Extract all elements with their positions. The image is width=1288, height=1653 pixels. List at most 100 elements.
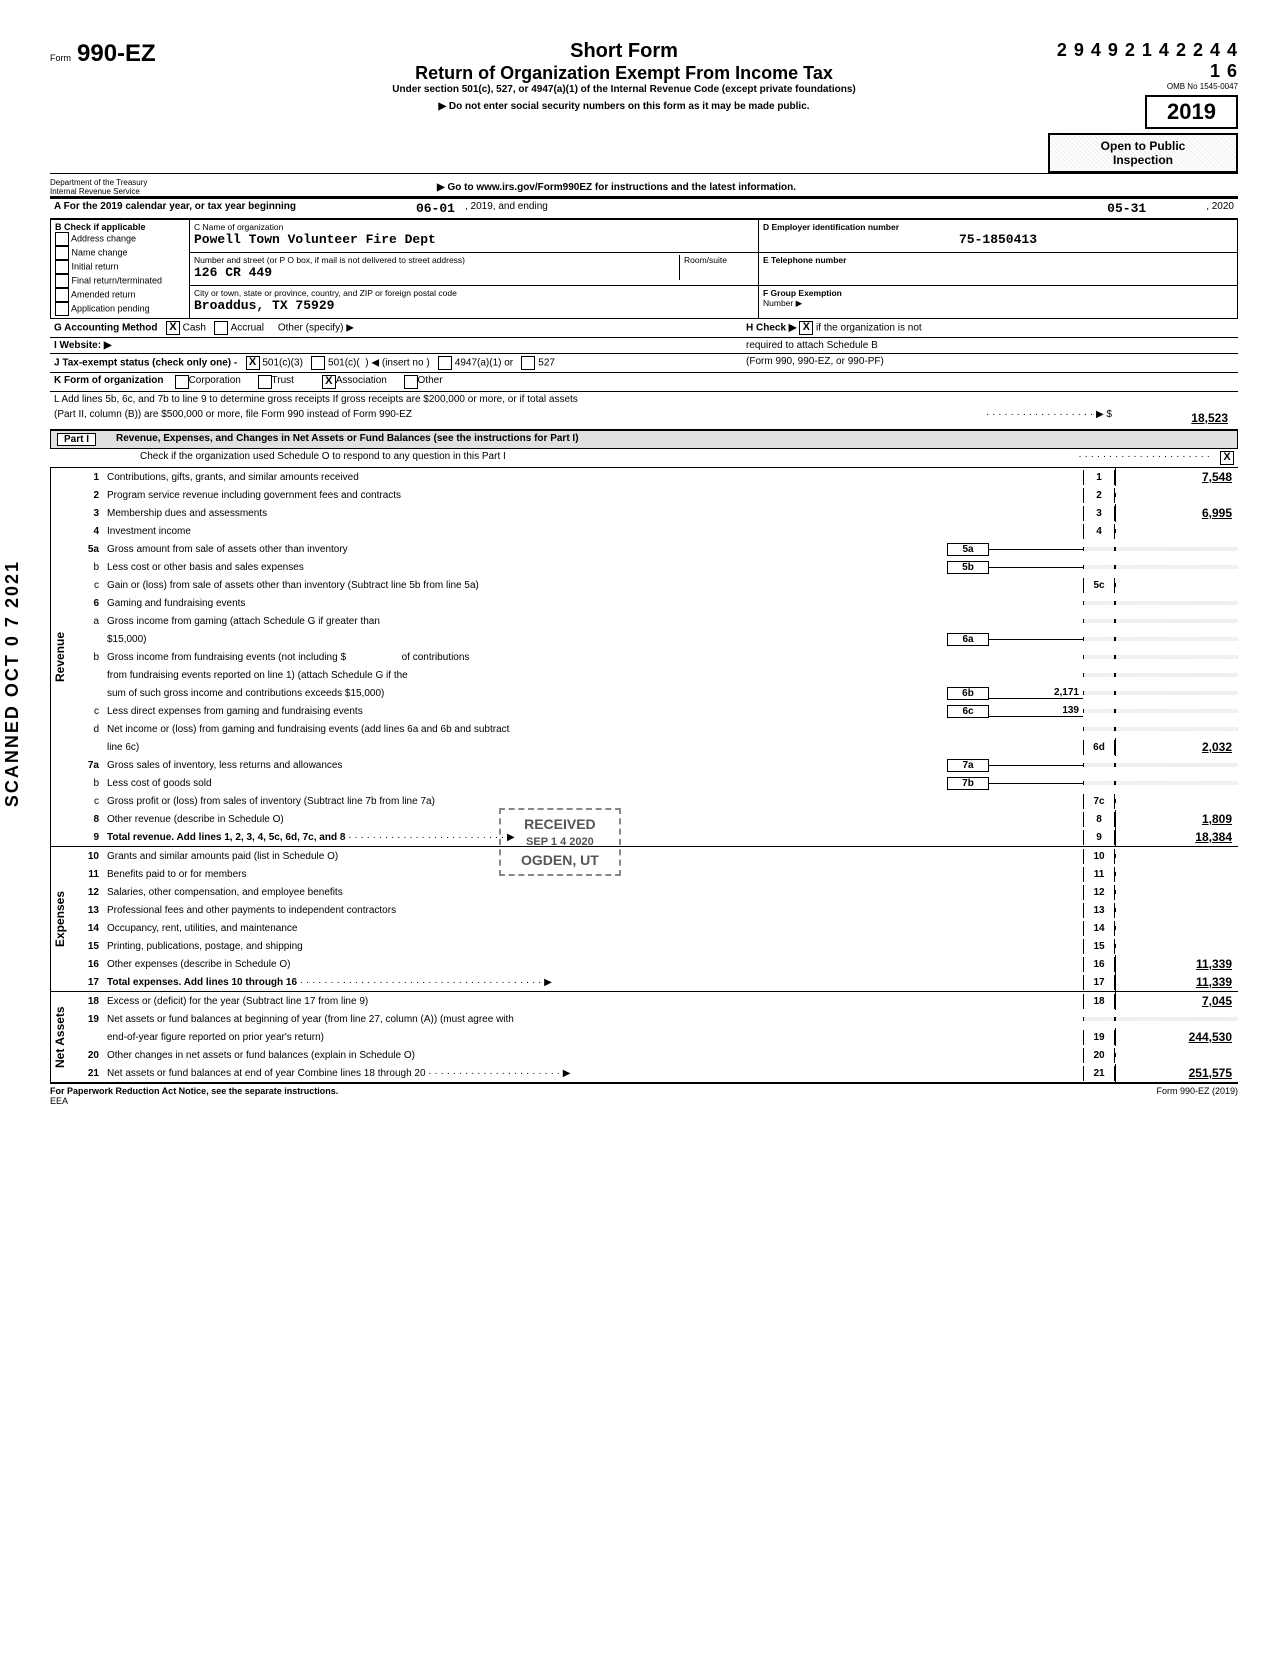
line-6-text: Gaming and fundraising events xyxy=(107,598,1083,609)
form-number: 990-EZ xyxy=(77,40,156,68)
line-l-dots: · · · · · · · · · · · · · · · · · · ▶ $ xyxy=(986,409,1112,427)
mid-6a-val xyxy=(989,639,1083,640)
line-h-text3: (Form 990, 990-EZ, or 990-PF) xyxy=(746,356,1234,370)
line-19-text: Net assets or fund balances at beginning… xyxy=(107,1014,1083,1025)
line-3-val: 6,995 xyxy=(1115,504,1238,522)
stamp-number: 2 9 4 9 2 1 4 2 2 4 4 1 6 xyxy=(1048,40,1238,82)
part-1-check-line: Check if the organization used Schedule … xyxy=(140,451,506,465)
line-12-val xyxy=(1115,890,1238,894)
chk-4947[interactable] xyxy=(438,356,452,370)
revenue-section-label: Revenue xyxy=(50,468,69,846)
accrual-label: Accrual xyxy=(231,323,264,334)
line-6d-val: 2,032 xyxy=(1115,738,1238,756)
line-4-val xyxy=(1115,529,1238,533)
chk-527[interactable] xyxy=(521,356,535,370)
mid-6a: 6a xyxy=(947,633,989,646)
block-f-label2: Number ▶ xyxy=(763,298,1233,309)
opt-trust: Trust xyxy=(272,375,294,389)
line-5c-val xyxy=(1115,583,1238,587)
chk-schedule-o[interactable]: X xyxy=(1220,451,1234,465)
line-3-text: Membership dues and assessments xyxy=(107,508,1083,519)
chk-final[interactable] xyxy=(55,274,69,288)
chk-initial-label: Initial return xyxy=(72,261,119,271)
line-13-text: Professional fees and other payments to … xyxy=(107,905,1083,916)
dept1: Department of the Treasury xyxy=(50,178,185,187)
city-state-zip: Broaddus, TX 75929 xyxy=(194,298,754,313)
block-d-label: D Employer identification number xyxy=(763,222,1233,232)
mid-5a: 5a xyxy=(947,543,989,556)
open-public-1: Open to Public xyxy=(1056,139,1230,153)
footer-eea: EEA xyxy=(50,1096,68,1106)
info-block: B Check if applicable Address change Nam… xyxy=(50,219,1238,319)
open-public-box: Open to Public Inspection xyxy=(1048,133,1238,173)
chk-trust[interactable] xyxy=(258,375,272,389)
line-5c-text: Gain or (loss) from sale of assets other… xyxy=(107,580,1083,591)
line-5a-text: Gross amount from sale of assets other t… xyxy=(107,544,947,555)
main-title: Return of Organization Exempt From Incom… xyxy=(200,63,1048,84)
dept2: Internal Revenue Service xyxy=(50,187,185,196)
line-15-text: Printing, publications, postage, and shi… xyxy=(107,941,1083,952)
short-form-title: Short Form xyxy=(200,40,1048,63)
chk-corp[interactable] xyxy=(175,375,189,389)
cash-label: Cash xyxy=(183,323,206,334)
mid-7b: 7b xyxy=(947,777,989,790)
line-18-text: Excess or (deficit) for the year (Subtra… xyxy=(107,996,1083,1007)
chk-cash[interactable]: X xyxy=(166,321,180,335)
footer-right: Form 990-EZ (2019) xyxy=(1156,1086,1238,1106)
city-label: City or town, state or province, country… xyxy=(194,288,754,298)
chk-assoc[interactable]: X xyxy=(322,375,336,389)
dept-treasury: Department of the Treasury Internal Reve… xyxy=(50,174,185,196)
line-17-text: Total expenses. Add lines 10 through 16 xyxy=(107,977,297,988)
footer: For Paperwork Reduction Act Notice, see … xyxy=(50,1082,1238,1106)
line-11-val xyxy=(1115,872,1238,876)
mid-7a-val xyxy=(989,765,1083,766)
opt-corp: Corporation xyxy=(189,375,241,389)
received-stamp: RECEIVED SEP 1 4 2020 OGDEN, UT xyxy=(499,808,621,876)
line-20-text: Other changes in net assets or fund bala… xyxy=(107,1050,1083,1061)
chk-501c[interactable] xyxy=(311,356,325,370)
line-6b-text: Gross income from fundraising events (no… xyxy=(107,652,346,663)
chk-accrual[interactable] xyxy=(214,321,228,335)
chk-amended-label: Amended return xyxy=(71,289,136,299)
line-8-val: 1,809 xyxy=(1115,810,1238,828)
line-17-val: 11,339 xyxy=(1115,973,1238,991)
mid-6b-val: 2,171 xyxy=(989,687,1083,699)
line-18-val: 7,045 xyxy=(1115,992,1238,1010)
line-6b-text3: from fundraising events reported on line… xyxy=(107,670,953,681)
chk-schedule-b[interactable]: X xyxy=(799,321,813,335)
line-9-text: Total revenue. Add lines 1, 2, 3, 4, 5c,… xyxy=(107,832,345,843)
line-h-text2: required to attach Schedule B xyxy=(746,340,1234,351)
chk-address[interactable] xyxy=(55,232,69,246)
chk-name[interactable] xyxy=(55,246,69,260)
line-7c-text: Gross profit or (loss) from sales of inv… xyxy=(107,796,1083,807)
line-1-val: 7,548 xyxy=(1115,468,1238,486)
tax-year: 2019 xyxy=(1145,95,1238,129)
chk-final-label: Final return/terminated xyxy=(72,275,163,285)
mid-7a: 7a xyxy=(947,759,989,772)
chk-pending[interactable] xyxy=(55,302,69,316)
mid-5b-val xyxy=(989,567,1083,568)
chk-501c3[interactable]: X xyxy=(246,356,260,370)
line-14-val xyxy=(1115,926,1238,930)
chk-initial[interactable] xyxy=(55,260,69,274)
line-j-label: J Tax-exempt status (check only one) - xyxy=(54,358,237,369)
chk-other[interactable] xyxy=(404,375,418,389)
line-20-val xyxy=(1115,1053,1238,1057)
line-1-text: Contributions, gifts, grants, and simila… xyxy=(107,472,1083,483)
mid-6c: 6c xyxy=(947,705,989,718)
omb-number: OMB No 1545-0047 xyxy=(1048,82,1238,91)
line-l-value: 18,523 xyxy=(1112,409,1234,427)
block-b-label: B Check if applicable xyxy=(55,222,185,232)
stamp-date: SEP 1 4 2020 xyxy=(521,836,599,848)
line-l-1: L Add lines 5b, 6c, and 7b to line 9 to … xyxy=(50,392,1238,407)
opt-501c: 501(c)( xyxy=(328,358,360,369)
part-1-label: Part I xyxy=(57,433,96,446)
line-l-2: (Part II, column (B)) are $500,000 or mo… xyxy=(54,409,412,427)
line-6d-text2: line 6c) xyxy=(107,742,1083,753)
chk-pending-label: Application pending xyxy=(71,303,150,313)
line-10-val xyxy=(1115,854,1238,858)
line-5b-text: Less cost or other basis and sales expen… xyxy=(107,562,947,573)
line-h-label: H Check ▶ xyxy=(746,323,796,334)
chk-amended[interactable] xyxy=(55,288,69,302)
line-a-endyear: , 2020 xyxy=(1206,201,1234,216)
